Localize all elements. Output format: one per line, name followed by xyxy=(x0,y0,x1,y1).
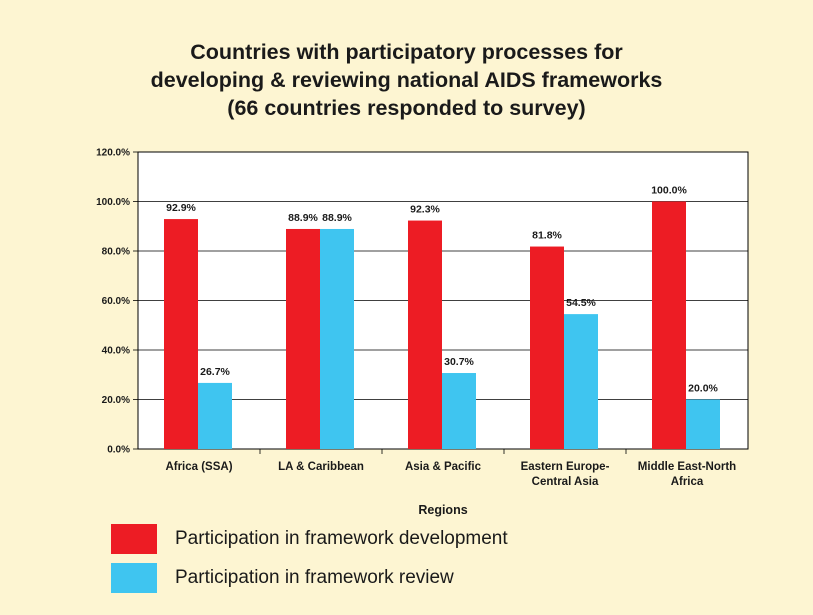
bar-review-2 xyxy=(442,373,476,449)
x-tick-label: Middle East-North Africa xyxy=(638,461,736,488)
y-axis-ticks: 0.0% 20.0% 40.0% 60.0% 80.0% 100.0% 120.0% xyxy=(96,148,138,456)
bar-review-4 xyxy=(686,399,720,449)
legend-item-review: Participation in framework review xyxy=(111,563,454,593)
x-tick-label: LA & Caribbean xyxy=(278,461,364,473)
x-axis-title: Regions xyxy=(418,503,467,517)
data-label: 26.7% xyxy=(200,366,230,378)
y-tick-label: 40.0% xyxy=(102,346,130,357)
x-tick-label: Africa (SSA) xyxy=(165,461,232,473)
data-label: 88.9% xyxy=(322,212,352,224)
data-label: 100.0% xyxy=(651,185,687,197)
y-tick-label: 60.0% xyxy=(102,296,130,307)
data-label: 92.9% xyxy=(166,202,196,214)
bar-development-1 xyxy=(286,228,320,449)
y-tick-label: 20.0% xyxy=(102,395,130,406)
x-axis-ticks: Africa (SSA) LA & Caribbean Asia & Pacific… xyxy=(165,449,736,488)
gridlines xyxy=(138,201,748,400)
data-label: 81.8% xyxy=(532,230,562,242)
y-tick-label: 100.0% xyxy=(96,197,130,208)
bar-review-3 xyxy=(564,314,598,449)
data-label: 92.3% xyxy=(410,204,440,216)
bars xyxy=(164,201,720,449)
bar-review-0 xyxy=(198,382,232,449)
bar-development-0 xyxy=(164,219,198,449)
legend-item-development: Participation in framework development xyxy=(111,524,508,554)
legend-swatch-review xyxy=(111,563,157,593)
y-tick-label: 80.0% xyxy=(102,247,130,258)
legend-swatch-development xyxy=(111,524,157,554)
legend-label-review: Participation in framework review xyxy=(175,567,454,588)
data-labels: 92.9% 26.7% 88.9% 88.9% 92.3% 30.7% 81.8% 54.5%… xyxy=(166,185,718,395)
legend-label-development: Participation in framework development xyxy=(175,528,508,549)
bar-development-3 xyxy=(530,246,564,449)
data-label: 20.0% xyxy=(688,383,718,395)
chart-title: Countries with participatory processes f… xyxy=(150,40,663,120)
x-tick-label: Asia & Pacific xyxy=(405,461,482,473)
data-label: 30.7% xyxy=(444,356,474,368)
x-tick-label: Eastern Europe-Central Asia xyxy=(521,461,610,488)
y-tick-label: 120.0% xyxy=(96,148,130,159)
bar-development-2 xyxy=(408,220,442,449)
y-tick-label: 0.0% xyxy=(107,445,130,456)
data-label: 54.5% xyxy=(566,297,596,309)
data-label: 88.9% xyxy=(288,212,318,224)
bar-development-4 xyxy=(652,201,686,449)
bar-review-1 xyxy=(320,228,354,449)
